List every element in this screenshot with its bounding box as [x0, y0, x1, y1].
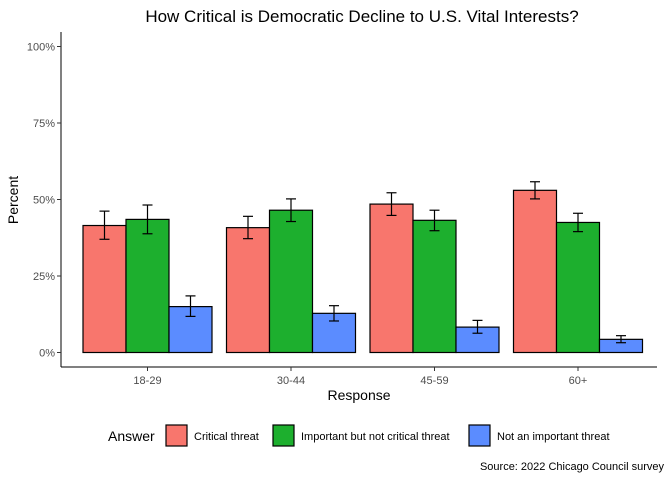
- y-axis-label: Percent: [5, 176, 21, 224]
- legend-title: Answer: [108, 428, 155, 444]
- legend-label: Important but not critical threat: [301, 431, 450, 443]
- x-tick-label: 30-44: [277, 375, 305, 387]
- bar: [225, 227, 271, 354]
- bar: [125, 218, 170, 354]
- chart-title: How Critical is Democratic Decline to U.…: [145, 7, 578, 26]
- bar: [369, 203, 414, 354]
- y-tick-label: 50%: [33, 195, 55, 207]
- legend-key: [468, 424, 491, 447]
- x-tick-label: 45-59: [420, 375, 448, 387]
- x-tick-label: 60+: [569, 375, 588, 387]
- bar: [412, 219, 457, 354]
- y-tick-label: 0%: [39, 348, 55, 360]
- y-tick-label: 75%: [33, 118, 55, 130]
- bar: [512, 189, 558, 354]
- y-tick-label: 25%: [33, 271, 55, 283]
- legend-key: [272, 424, 295, 447]
- legend-key: [165, 424, 188, 447]
- bar: [82, 224, 127, 354]
- legend: Answer Critical threat Important but not …: [108, 424, 610, 447]
- y-axis-ticks: 0% 25% 50% 75% 100%: [27, 42, 61, 360]
- bar: [555, 221, 601, 354]
- plot-area: [82, 181, 644, 354]
- source-caption: Source: 2022 Chicago Council survey: [480, 461, 665, 473]
- x-tick-label: 18-29: [133, 375, 161, 387]
- y-tick-label: 100%: [27, 42, 55, 54]
- legend-label: Not an important threat: [497, 431, 610, 443]
- legend-label: Critical threat: [194, 431, 259, 443]
- x-axis-label: Response: [327, 387, 390, 403]
- x-axis-ticks: 18-29 30-44 45-59 60+: [133, 367, 587, 387]
- bar: [268, 209, 314, 354]
